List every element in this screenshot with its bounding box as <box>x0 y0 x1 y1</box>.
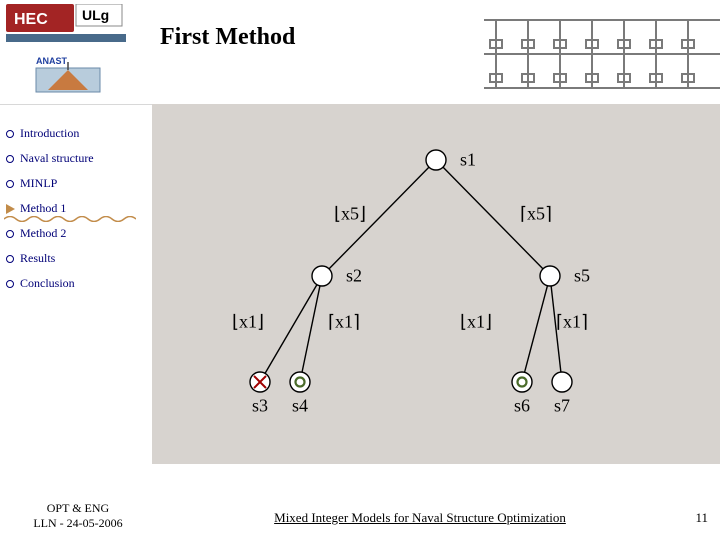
bullet-icon <box>6 180 14 188</box>
node-label-s2: s2 <box>346 266 362 287</box>
edge-label: ⌊x1⌋ <box>232 312 264 333</box>
sidebar-item-introduction[interactable]: Introduction <box>6 126 146 141</box>
node-label-s7: s7 <box>554 396 570 417</box>
edge-label: ⌈x1⌉ <box>556 312 588 333</box>
page-number: 11 <box>695 510 708 526</box>
sidebar-item-minlp[interactable]: MINLP <box>6 176 146 191</box>
branch-and-bound-tree: ⌊x5⌋ ⌈x5⌉ ⌊x1⌋ ⌈x1⌉ ⌊x1⌋ ⌈x1⌉ s1 s2 s5 s3 s4 s6 s7 <box>152 104 720 464</box>
arrow-right-icon <box>6 204 15 214</box>
sidebar-item-results[interactable]: Results <box>6 251 146 266</box>
edge-label: ⌊x5⌋ <box>334 204 366 225</box>
node-label-s6: s6 <box>514 396 530 417</box>
bullet-icon <box>6 280 14 288</box>
node-label-s3: s3 <box>252 396 268 417</box>
sidebar-item-label: Conclusion <box>20 276 75 291</box>
sidebar-item-label: Method 2 <box>20 226 66 241</box>
sidebar-item-label: Method 1 <box>20 201 66 216</box>
footer-left-line2: LLN - 24-05-2006 <box>33 516 122 530</box>
edge-label: ⌊x1⌋ <box>460 312 492 333</box>
footer-center: Mixed Integer Models for Naval Structure… <box>160 510 680 526</box>
outline-sidebar: Introduction Naval structure MINLP Method 1… <box>6 116 146 301</box>
anast-logo: ANAST <box>28 54 108 96</box>
footer-left-line1: OPT & ENG <box>47 501 109 515</box>
naval-structure-decor <box>484 0 720 100</box>
bullet-icon <box>6 130 14 138</box>
sidebar-item-conclusion[interactable]: Conclusion <box>6 276 146 291</box>
slide-root: HEC ULg ANAST First Method <box>0 0 720 540</box>
footer-left: OPT & ENG LLN - 24-05-2006 <box>18 501 138 530</box>
outline-separator <box>4 216 136 222</box>
edge-label: ⌈x1⌉ <box>328 312 360 333</box>
node-label-s1: s1 <box>460 150 476 171</box>
svg-text:ANAST: ANAST <box>36 56 68 66</box>
bullet-icon <box>6 155 14 163</box>
hec-ulg-logo: HEC ULg <box>6 4 126 44</box>
sidebar-item-label: Results <box>20 251 55 266</box>
bullet-icon <box>6 230 14 238</box>
sidebar-item-label: Naval structure <box>20 151 94 166</box>
slide-title: First Method <box>160 24 295 51</box>
header: HEC ULg ANAST First Method <box>0 0 720 105</box>
node-label-s5: s5 <box>574 266 590 287</box>
svg-text:ULg: ULg <box>82 7 109 23</box>
sidebar-item-label: MINLP <box>20 176 57 191</box>
bullet-icon <box>6 255 14 263</box>
sidebar-item-method-2[interactable]: Method 2 <box>6 226 146 241</box>
node-label-s4: s4 <box>292 396 308 417</box>
svg-text:HEC: HEC <box>14 11 48 28</box>
sidebar-item-label: Introduction <box>20 126 79 141</box>
edge-label: ⌈x5⌉ <box>520 204 552 225</box>
sidebar-item-method-1[interactable]: Method 1 <box>6 201 146 216</box>
sidebar-item-naval-structure[interactable]: Naval structure <box>6 151 146 166</box>
